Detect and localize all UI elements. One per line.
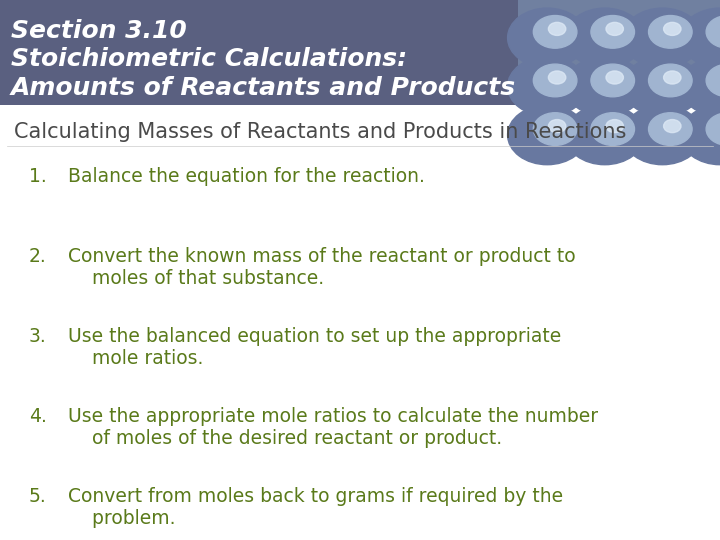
Text: Section 3.10: Section 3.10 xyxy=(11,19,186,43)
Circle shape xyxy=(591,64,634,97)
Circle shape xyxy=(508,105,587,165)
Text: Balance the equation for the reaction.: Balance the equation for the reaction. xyxy=(68,167,426,186)
Circle shape xyxy=(623,57,702,116)
Circle shape xyxy=(606,119,624,133)
Text: 4.: 4. xyxy=(29,407,47,426)
Circle shape xyxy=(549,119,566,133)
Circle shape xyxy=(565,105,644,165)
Circle shape xyxy=(534,16,577,48)
Text: Convert from moles back to grams if required by the
    problem.: Convert from moles back to grams if requ… xyxy=(68,487,564,528)
Circle shape xyxy=(534,64,577,97)
Circle shape xyxy=(680,57,720,116)
Text: 5.: 5. xyxy=(29,487,47,506)
Text: Stoichiometric Calculations:: Stoichiometric Calculations: xyxy=(11,48,407,71)
Circle shape xyxy=(534,113,577,145)
Circle shape xyxy=(565,8,644,68)
Circle shape xyxy=(664,71,681,84)
Text: Convert the known mass of the reactant or product to
    moles of that substance: Convert the known mass of the reactant o… xyxy=(68,247,576,288)
Text: Calculating Masses of Reactants and Products in Reactions: Calculating Masses of Reactants and Prod… xyxy=(14,122,627,141)
Circle shape xyxy=(623,105,702,165)
Circle shape xyxy=(623,8,702,68)
Text: 3.: 3. xyxy=(29,327,47,346)
FancyBboxPatch shape xyxy=(518,0,720,105)
Circle shape xyxy=(680,8,720,68)
Circle shape xyxy=(508,8,587,68)
Circle shape xyxy=(565,57,644,116)
Circle shape xyxy=(549,71,566,84)
Text: Use the balanced equation to set up the appropriate
    mole ratios.: Use the balanced equation to set up the … xyxy=(68,327,562,368)
FancyBboxPatch shape xyxy=(0,0,518,105)
Circle shape xyxy=(706,16,720,48)
Circle shape xyxy=(508,57,587,116)
Circle shape xyxy=(549,22,566,36)
Circle shape xyxy=(649,16,692,48)
Circle shape xyxy=(591,16,634,48)
Circle shape xyxy=(680,105,720,165)
Circle shape xyxy=(591,113,634,145)
Circle shape xyxy=(664,119,681,133)
Circle shape xyxy=(649,64,692,97)
Circle shape xyxy=(664,22,681,36)
Circle shape xyxy=(706,64,720,97)
Circle shape xyxy=(706,113,720,145)
Circle shape xyxy=(606,71,624,84)
Text: Use the appropriate mole ratios to calculate the number
    of moles of the desi: Use the appropriate mole ratios to calcu… xyxy=(68,407,598,448)
Text: 2.: 2. xyxy=(29,247,47,266)
Text: 1.: 1. xyxy=(29,167,47,186)
Text: Amounts of Reactants and Products: Amounts of Reactants and Products xyxy=(11,76,516,100)
Circle shape xyxy=(606,22,624,36)
Circle shape xyxy=(649,113,692,145)
